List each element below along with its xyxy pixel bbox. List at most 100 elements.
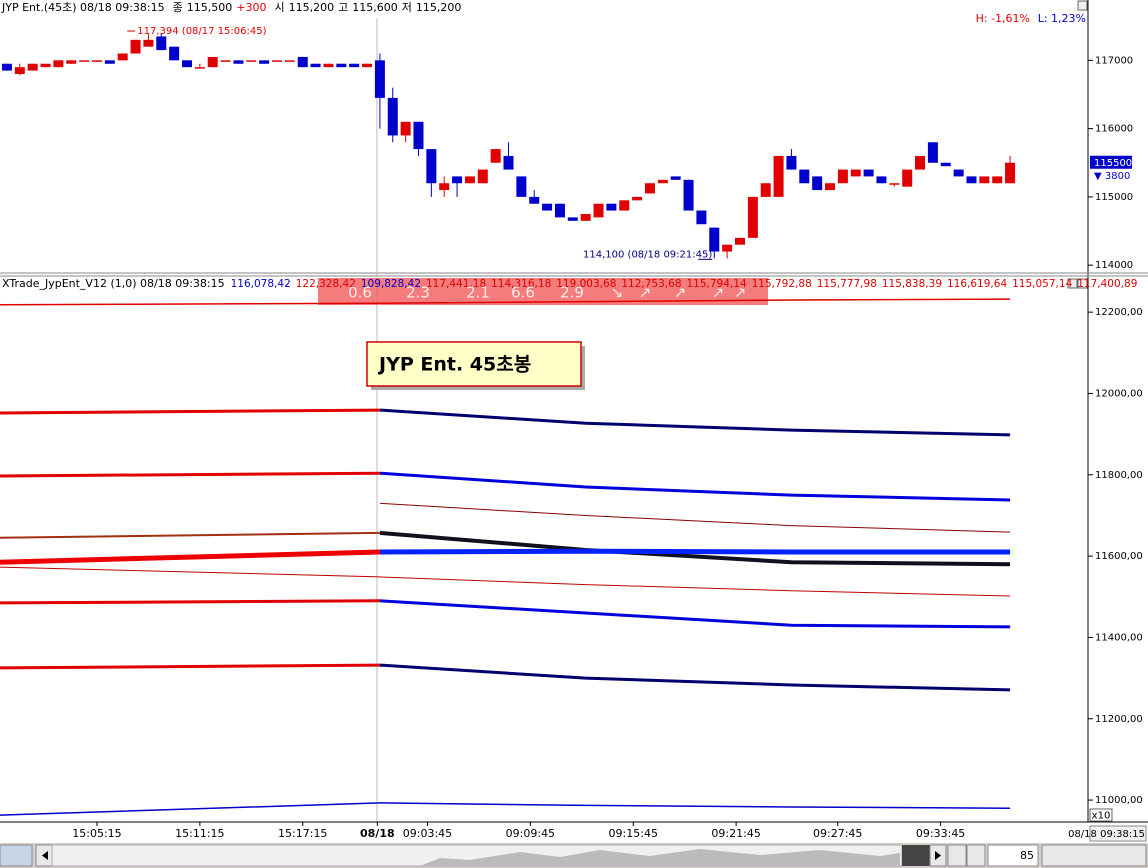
candle-body [696, 210, 707, 225]
scale-box[interactable] [1089, 808, 1113, 822]
x-tick-label: 09:27:45 [813, 827, 862, 840]
y-tick-label: 115000 [1095, 192, 1133, 203]
candle-body [1005, 162, 1016, 184]
scroll-handle[interactable] [0, 844, 33, 867]
readout: 109,828,42 [361, 278, 421, 290]
indicator-title: XTrade_JypEnt_V12 (1,0) 08/18 09:38:15 [2, 277, 225, 290]
candle-body [14, 67, 25, 74]
close-button[interactable] [1077, 0, 1088, 11]
readout: 115,057,14 [1012, 278, 1072, 290]
indicator-line [0, 531, 380, 539]
candle-body [194, 67, 205, 69]
label-box [366, 341, 582, 387]
signal: 2.1 [466, 284, 490, 302]
candle-body [902, 169, 913, 187]
candle-body [27, 63, 38, 71]
candle-body [799, 169, 810, 184]
close-button[interactable] [1077, 278, 1088, 289]
candle-body [181, 60, 192, 68]
candle-body [413, 121, 424, 150]
indicator-line [379, 408, 1011, 437]
readout: 117,400,89 [1077, 278, 1137, 290]
zoom-buttons[interactable] [1041, 844, 1147, 867]
y-tick-label: 114000 [1095, 260, 1133, 271]
readout: 115,792,88 [752, 278, 812, 290]
scroll-thumb[interactable] [902, 845, 930, 866]
candle-body [220, 60, 231, 62]
minimize-button[interactable] [1067, 278, 1078, 289]
candle-body [773, 155, 784, 197]
candle-body [876, 176, 887, 184]
clock-box [1089, 825, 1147, 842]
header-text: 시 [274, 1, 284, 14]
signal: ↗ [734, 284, 747, 302]
candle-body [567, 217, 578, 221]
readout: 115,794,14 [687, 278, 747, 290]
candle-body [284, 60, 295, 62]
clock: 08/18 09:38:15 [1068, 829, 1145, 840]
candle-body [362, 63, 373, 68]
candle-body [837, 169, 848, 184]
signal: 0.6 [348, 284, 372, 302]
candle-body [632, 196, 643, 201]
indicator-line [0, 408, 380, 415]
y-tick-label: 12200,00 [1095, 307, 1143, 318]
candle-body [940, 162, 951, 167]
candle-body [464, 176, 475, 184]
candle-body [554, 203, 565, 218]
y-tick-label: 11600,00 [1095, 551, 1143, 562]
zoom-input[interactable] [987, 844, 1039, 867]
header-text: JYP Ent.(45초) 08/18 09:38:15 [1, 1, 165, 14]
candle-body [503, 155, 514, 170]
candle-body [580, 213, 591, 221]
y-tick-label: 11000,00 [1095, 795, 1143, 806]
annotation: 114,100 (08/18 09:21:45) [583, 249, 712, 260]
candle-body [979, 176, 990, 184]
candle-body [953, 169, 964, 177]
candle-body [644, 183, 655, 194]
x-tick-label: 09:33:45 [916, 827, 965, 840]
y-tick-label: 11200,00 [1095, 714, 1143, 725]
header-text: 종 [173, 1, 183, 14]
candle-body [825, 183, 836, 191]
candle-body [529, 196, 540, 204]
indicator-line [0, 298, 1011, 306]
candle-body [786, 155, 797, 170]
x-tick-label: 09:09:45 [506, 827, 555, 840]
candle-body [130, 39, 141, 54]
high-pct: H: -1,61% [976, 12, 1030, 25]
header-text: 115,200 [289, 1, 335, 14]
candle-body [709, 227, 720, 252]
last-button[interactable] [966, 844, 986, 867]
candle-body [91, 60, 102, 62]
header-text: 115,500 [187, 1, 233, 14]
signal: 2.3 [406, 284, 430, 302]
candle-body [40, 63, 51, 68]
last-change: ▼ 3800 [1094, 171, 1130, 182]
candle-body [426, 149, 437, 184]
candle-body [606, 203, 617, 211]
header-text: +300 [236, 1, 266, 14]
candle-body [1, 63, 12, 71]
indicator-line [0, 566, 1011, 597]
candle-body [915, 155, 926, 170]
indicator-line [0, 549, 380, 565]
candle-body [992, 176, 1003, 184]
first-button[interactable] [947, 844, 967, 867]
readout: 114,316,18 [491, 278, 551, 290]
signal: 2.9 [560, 284, 584, 302]
candle-body [734, 237, 745, 245]
header-text: 고 [338, 1, 348, 14]
indicator-line [0, 663, 380, 670]
header-text: 115,200 [416, 1, 462, 14]
candle-body [516, 176, 527, 197]
candle-body [452, 176, 463, 184]
candle-body [169, 46, 180, 61]
arrow-icon [42, 851, 48, 860]
readout: 117,441,18 [426, 278, 486, 290]
indicator-line [379, 599, 1011, 629]
x-tick-label: 09:21:45 [711, 827, 760, 840]
signal: ↗ [674, 284, 687, 302]
candle-body [683, 179, 694, 211]
candle-body [657, 179, 668, 184]
